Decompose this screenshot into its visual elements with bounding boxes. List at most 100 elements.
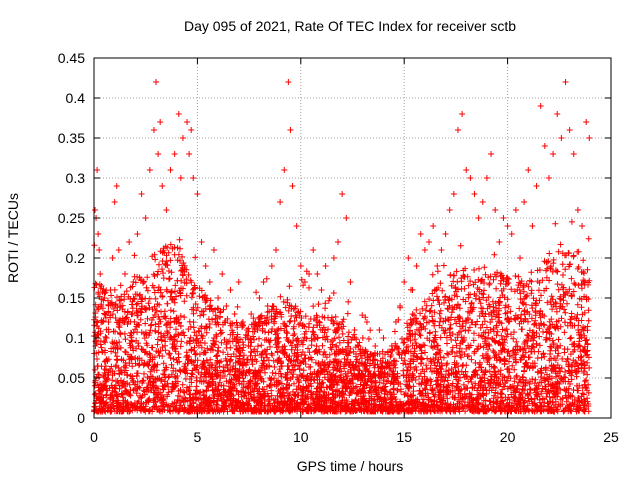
y-tick-label: 0.25 [58,210,85,226]
scatter-point [488,151,495,157]
scatter-point [256,295,263,301]
scatter-point [545,175,552,181]
scatter-point [533,183,540,189]
scatter-point [310,247,317,253]
scatter-point [210,247,217,253]
scatter-point [554,111,561,117]
axis-ticks [93,57,612,419]
scatter-point [521,199,528,205]
scatter-point [541,143,548,149]
scatter-point [388,343,395,349]
scatter-point [500,215,507,221]
scatter-point [98,303,105,309]
scatter-point [186,151,193,157]
y-tick-labels: 0 0.05 0.1 0.15 0.2 0.25 0.3 0.35 0.4 0.45 [58,50,85,426]
scatter-point [355,343,362,349]
scatter-point [155,151,162,157]
scatter-point [566,127,573,133]
scatter-point [397,303,404,309]
scatter-point [101,295,108,301]
scatter-point [281,167,288,173]
plot-frame [93,57,612,419]
scatter-point [96,247,103,253]
scatter-point [363,319,370,325]
scatter-point [339,191,346,197]
scatter-point [115,247,122,253]
scatter-point [239,319,246,325]
scatter-point [413,263,420,269]
scatter-point [343,215,350,221]
scatter-point [130,279,137,285]
scatter-point [235,279,242,285]
scatter-point [285,79,292,85]
scatter-point [417,231,424,237]
scatter-point [97,271,104,277]
scatter-point [171,151,178,157]
scatter-point [583,119,590,125]
scatter-point [206,279,213,285]
scatter-point [430,223,437,229]
y-tick-label: 0.35 [58,130,85,146]
scatter-series [92,79,593,365]
scatter-point [492,207,499,213]
scatter-point [442,231,449,237]
scatter-point [463,167,470,173]
scatter-point [157,119,164,125]
scatter-point [550,151,557,157]
scatter-point [574,207,581,213]
scatter-point [113,183,120,189]
scatter-point [111,199,118,205]
y-tick-label: 0.15 [58,290,85,306]
scatter-point [167,167,174,173]
scatter-point [380,335,387,341]
scatter-point [529,223,536,229]
scatter-point [504,223,511,229]
scatter-point [454,127,461,133]
x-tick-label: 10 [293,429,309,445]
scatter-point [376,327,383,333]
scatter-point [268,263,275,269]
scatter-point [179,135,186,141]
scatter-point [105,319,112,325]
scatter-point [537,103,544,109]
scatter-point [142,215,149,221]
scatter-point [301,279,308,285]
scatter-point [586,135,593,141]
scatter-point [525,167,532,173]
x-tick-label: 5 [194,429,202,445]
scatter-dense-marks [91,218,593,415]
scatter-point [368,351,375,357]
scatter-point [322,263,329,269]
scatter-point [175,111,182,117]
scatter-point [512,207,519,213]
scatter-point [92,207,99,213]
scatter-point [103,335,110,341]
scatter-point [194,191,201,197]
scatter-point [227,287,234,293]
scatter-point [244,327,251,333]
x-axis-label: GPS time / hours [297,458,404,474]
scatter-point [150,127,157,133]
scatter-point [99,319,106,325]
scatter-point [318,287,325,293]
scatter-point [289,183,296,189]
scatter-point [471,191,478,197]
x-tick-label: 0 [90,429,98,445]
scatter-point [94,167,101,173]
scatter-point [392,319,399,325]
scatter-point [351,327,358,333]
x-tick-label: 15 [396,429,412,445]
x-tick-labels: 0 5 10 15 20 25 [90,429,619,445]
scatter-point [359,335,366,341]
scatter-dense-cloud [91,218,593,415]
scatter-point [252,319,259,325]
scatter-point [117,303,124,309]
chart-title: Day 095 of 2021, Rate Of TEC Index for r… [184,18,516,34]
scatter-point [188,127,195,133]
scatter-point [184,119,191,125]
scatter-point [558,135,565,141]
scatter-point [438,247,445,253]
scatter-point [153,79,160,85]
y-tick-label: 0.4 [66,90,86,106]
scatter-point [190,175,197,181]
